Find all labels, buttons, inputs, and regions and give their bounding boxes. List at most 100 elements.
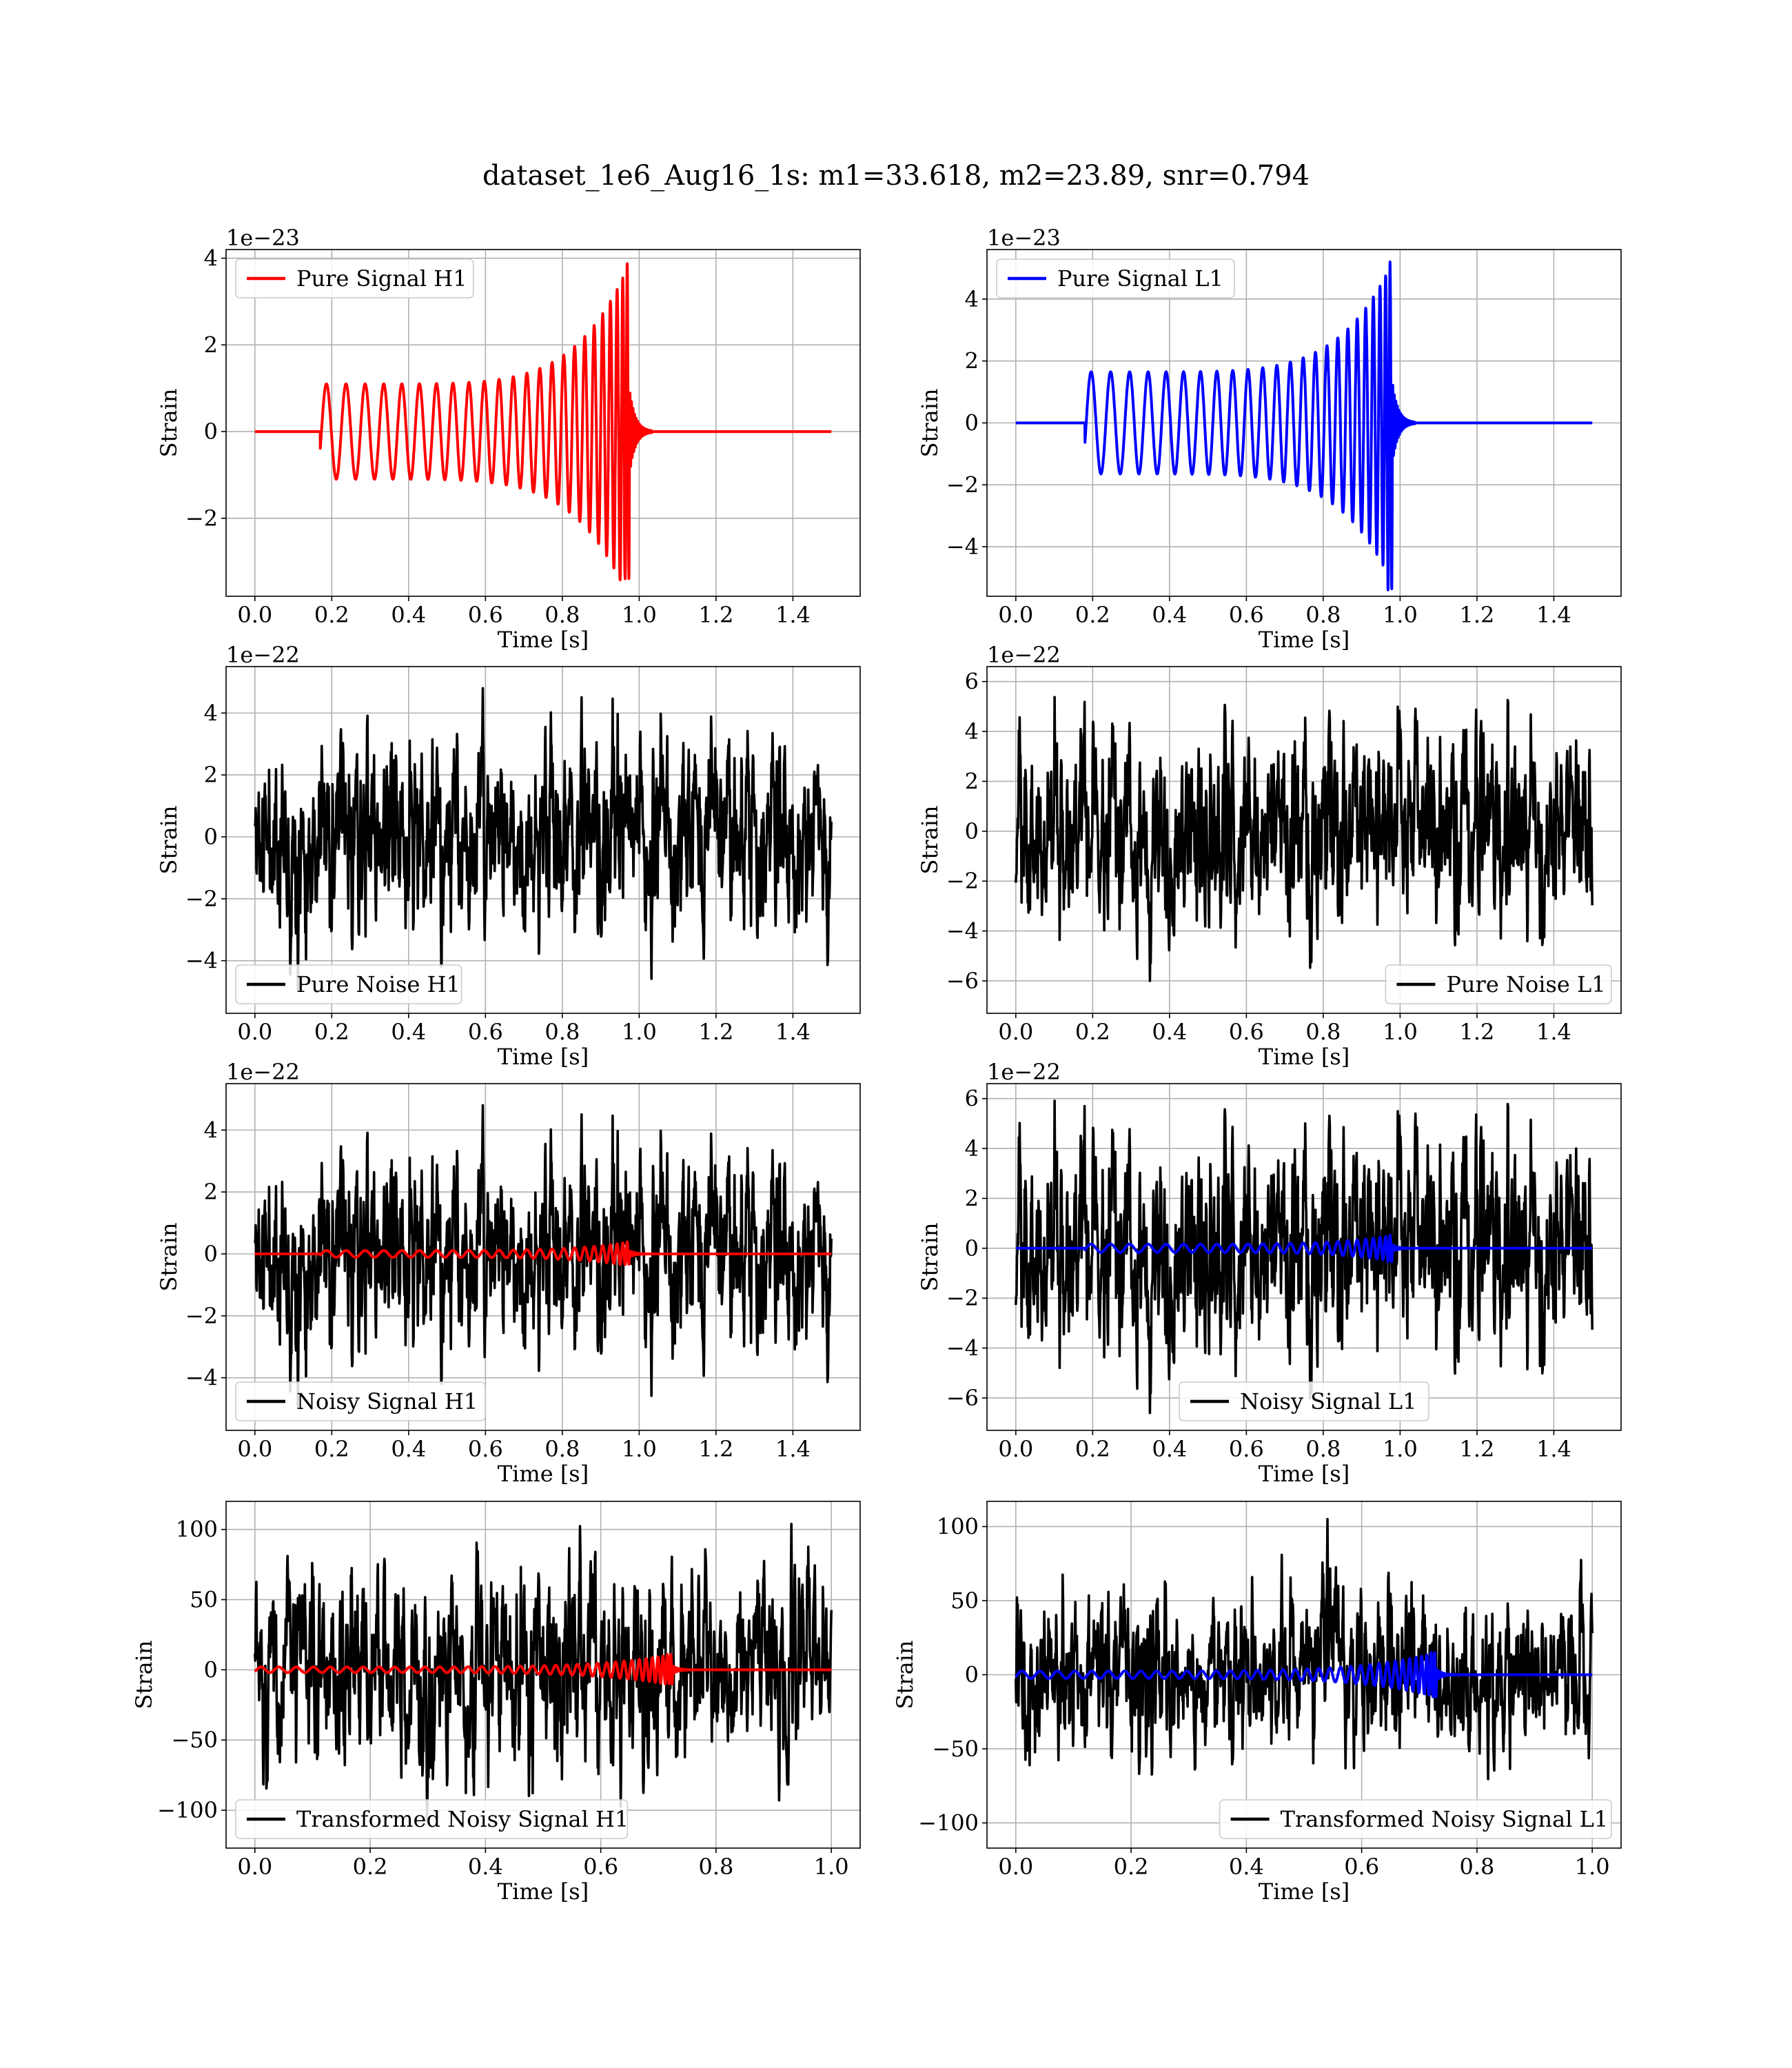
subplot-h1-transformed: 0.0 0.2 0.4 0.6 0.8 1.0 −100 −50 0 50 100 Time [s] S… [131, 1501, 861, 1905]
x-tick-label: 0.8 [698, 1854, 733, 1880]
x-tick-label: 1.2 [698, 1436, 733, 1462]
y-tick-label: −100 [918, 1810, 979, 1836]
y-tick-label: −4 [185, 1365, 218, 1391]
y-tick-label: 4 [204, 1117, 218, 1143]
y-tick-label: 50 [950, 1588, 979, 1614]
y-tick-label: 0 [965, 1235, 979, 1261]
x-tick-label: 1.0 [1383, 602, 1418, 628]
y-tick-label: 0 [965, 1662, 979, 1688]
axes-frame [986, 666, 1622, 1014]
x-tick-label: 0.4 [1152, 1019, 1187, 1045]
x-tick-label: 0.8 [544, 1019, 580, 1045]
legend-label: Pure Signal H1 [296, 265, 467, 292]
x-tick-label: 1.4 [1536, 1436, 1571, 1462]
x-tick-label: 1.2 [698, 602, 733, 628]
axis-offset-text: 1e−23 [987, 225, 1061, 251]
legend-box [235, 964, 462, 1004]
y-tick-label: 50 [190, 1587, 218, 1613]
plot-area [1015, 1518, 1594, 1781]
legend-label: Noisy Signal L1 [1240, 1388, 1417, 1415]
x-tick-label: 1.0 [622, 1436, 657, 1462]
subplot-l1-pure-signal: 0.0 0.2 0.4 0.6 0.8 1.0 1.2 1.4 −4 −2 0 2 4 Time [s] S… [917, 225, 1622, 653]
x-axis-label: Time [s] [1259, 627, 1350, 653]
x-tick-label: 0.8 [1305, 602, 1341, 628]
series-line-noisy-signal-h1 [254, 1104, 833, 1409]
legend-box [1385, 964, 1612, 1004]
x-tick-label: 0.0 [998, 1019, 1033, 1045]
legend: Pure Noise L1 [1385, 964, 1612, 1004]
x-tick-label: 1.0 [1383, 1019, 1418, 1045]
subplot-grid: 0.0 0.2 0.4 0.6 0.8 1.0 1.2 1.4 −2 0 2 4 Time [s] Str… [131, 225, 1622, 1905]
x-tick-label: 0.8 [1305, 1436, 1341, 1462]
x-axis-label: Time [s] [498, 1461, 589, 1487]
x-tick-label: 1.4 [1536, 1019, 1571, 1045]
x-tick-label: 0.2 [314, 1436, 349, 1462]
y-axis-label: Strain [131, 1641, 157, 1710]
y-axis-label: Strain [917, 389, 943, 458]
subplot-l1-noisy-signal: 0.0 0.2 0.4 0.6 0.8 1.0 1.2 1.4 −6 −4 −2 0 2 4 6 Time [… [917, 1059, 1622, 1487]
y-tick-label: −6 [946, 1385, 979, 1411]
y-tick-label: 0 [965, 818, 979, 844]
series-line-overlay-1 [1015, 1651, 1594, 1699]
legend-label: Transformed Noisy Signal L1 [1281, 1806, 1609, 1832]
x-tick-label: 0.6 [468, 1436, 503, 1462]
y-tick-label: −2 [185, 886, 218, 912]
axes-frame [225, 1083, 861, 1431]
x-tick-label: 0.6 [583, 1854, 618, 1880]
y-tick-label: −4 [185, 948, 218, 974]
y-tick-label: 2 [965, 348, 979, 374]
x-tick-label: 0.2 [353, 1854, 388, 1880]
y-tick-label: 0 [965, 410, 979, 436]
series-line-pure-signal-h1 [254, 262, 833, 582]
legend-box [235, 1381, 486, 1421]
y-tick-label: 2 [204, 762, 218, 788]
legend: Pure Signal H1 [235, 258, 474, 298]
legend: Pure Noise H1 [235, 964, 462, 1004]
x-tick-label: 0.0 [237, 1854, 272, 1880]
y-tick-label: 6 [965, 669, 979, 695]
subplot-l1-transformed: 0.0 0.2 0.4 0.6 0.8 1.0 −100 −50 0 50 100 Time [s] S… [892, 1501, 1622, 1905]
x-tick-label: 0.4 [1229, 1854, 1264, 1880]
x-tick-label: 0.2 [1075, 1436, 1110, 1462]
x-tick-label: 0.4 [1152, 1436, 1187, 1462]
y-tick-label: 100 [937, 1514, 979, 1540]
axes-frame [225, 1501, 861, 1849]
y-tick-label: −2 [185, 1303, 218, 1329]
x-axis-label: Time [s] [1259, 1044, 1350, 1070]
legend-box [1219, 1799, 1612, 1839]
axes-frame [986, 1083, 1622, 1431]
x-tick-label: 0.8 [544, 1436, 580, 1462]
y-tick-label: −6 [946, 968, 979, 994]
y-tick-label: 0 [204, 1656, 218, 1683]
x-tick-label: 0.8 [1459, 1854, 1494, 1880]
y-tick-label: −50 [932, 1736, 979, 1762]
subplot-h1-noisy-signal: 0.0 0.2 0.4 0.6 0.8 1.0 1.2 1.4 −4 −2 0 2 4 Time [s] S… [156, 1059, 861, 1487]
x-tick-label: 0.2 [1075, 602, 1110, 628]
x-axis-label: Time [s] [498, 627, 589, 653]
x-tick-label: 1.4 [775, 1436, 811, 1462]
series-line-overlay-1 [254, 1240, 833, 1266]
x-tick-label: 0.6 [1229, 1019, 1264, 1045]
subplot-h1-pure-signal: 0.0 0.2 0.4 0.6 0.8 1.0 1.2 1.4 −2 0 2 4 Time [s] Str… [156, 225, 861, 653]
x-tick-label: 0.0 [237, 1019, 272, 1045]
y-tick-label: −4 [946, 1335, 979, 1361]
y-tick-label: −4 [946, 534, 979, 560]
y-tick-label: 2 [204, 1179, 218, 1205]
x-axis-label: Time [s] [498, 1044, 589, 1070]
x-tick-label: 1.2 [1459, 1436, 1494, 1462]
x-tick-label: 0.0 [237, 602, 272, 628]
y-tick-label: −2 [946, 868, 979, 894]
y-axis-label: Strain [917, 806, 943, 875]
x-tick-label: 1.2 [698, 1019, 733, 1045]
legend: Noisy Signal H1 [235, 1381, 486, 1421]
x-tick-label: 0.2 [314, 602, 349, 628]
x-tick-label: 0.2 [1114, 1854, 1149, 1880]
axis-offset-text: 1e−22 [226, 642, 300, 668]
legend-label: Noisy Signal H1 [296, 1388, 478, 1415]
x-tick-label: 0.2 [1075, 1019, 1110, 1045]
plot-area [1015, 1099, 1594, 1415]
legend-label: Pure Signal L1 [1057, 265, 1223, 292]
y-tick-label: 0 [204, 824, 218, 850]
legend-box [235, 258, 474, 298]
